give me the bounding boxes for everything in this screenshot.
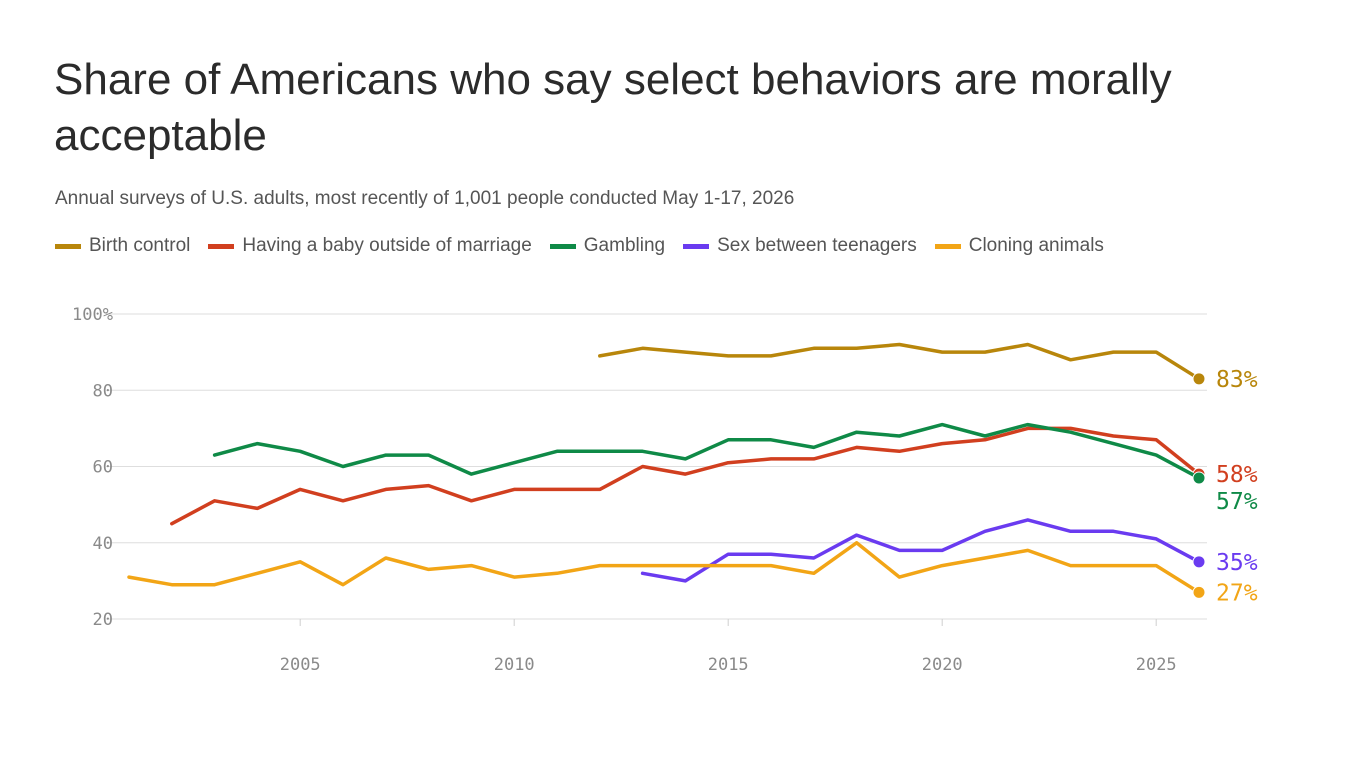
series-line	[598, 342, 1201, 381]
x-tick-label: 2005	[280, 655, 321, 675]
y-tick-label: 20	[93, 610, 113, 630]
y-tick-label: 60	[93, 458, 113, 478]
legend-item: Gambling	[549, 235, 666, 257]
legend-item: Having a baby outside of marriage	[208, 235, 532, 257]
x-tick-label: 2025	[1136, 655, 1177, 675]
chart-series	[127, 342, 1206, 599]
legend-item: Sex between teenagers	[683, 235, 917, 257]
series-line	[640, 518, 1201, 583]
legend-label: Having a baby outside of marriage	[242, 235, 532, 256]
legend-item: Birth control	[55, 235, 190, 257]
legend-label: Sex between teenagers	[717, 235, 917, 256]
y-tick-label: 80	[93, 381, 113, 401]
series-end-point	[1192, 471, 1206, 485]
x-tick-label: 2015	[708, 655, 749, 675]
series-end-point	[1192, 585, 1206, 599]
legend-label: Birth control	[89, 235, 191, 256]
series-end-label: 27%	[1216, 580, 1258, 606]
y-tick-label: 100%	[72, 305, 113, 325]
x-axis: 2005 2010 2015 2020 2025	[280, 619, 1177, 675]
series-end-point	[1192, 555, 1206, 569]
legend-label: Cloning animals	[968, 235, 1104, 256]
y-tick-label: 40	[93, 534, 113, 554]
y-axis: 20 40 60 80 100%	[72, 305, 113, 630]
chart-legend: Birth control Having a baby outside of ma…	[55, 235, 1122, 257]
legend-swatch	[208, 243, 235, 249]
series-line	[170, 426, 1201, 526]
legend-swatch	[934, 243, 961, 249]
legend-item: Cloning animals	[934, 235, 1104, 257]
x-tick-label: 2010	[494, 655, 535, 675]
series-end-label: 58%	[1216, 462, 1258, 488]
series-line	[212, 422, 1201, 480]
chart-title: Share of Americans who say select behavi…	[54, 55, 1172, 160]
series-end-label: 57%	[1216, 489, 1258, 515]
x-tick-label: 2020	[922, 655, 963, 675]
legend-swatch	[549, 243, 576, 249]
series-end-label: 83%	[1216, 367, 1258, 393]
series-line	[127, 541, 1201, 595]
chart-subtitle: Annual surveys of U.S. adults, most rece…	[55, 188, 795, 209]
series-end-label: 35%	[1216, 550, 1258, 576]
legend-swatch	[55, 243, 81, 249]
end-labels: 83% 58%57% 35% 27%	[1216, 367, 1258, 607]
chart-grid	[106, 313, 1207, 620]
legend-swatch	[683, 243, 710, 249]
legend-label: Gambling	[583, 235, 666, 256]
series-end-point	[1192, 372, 1206, 386]
